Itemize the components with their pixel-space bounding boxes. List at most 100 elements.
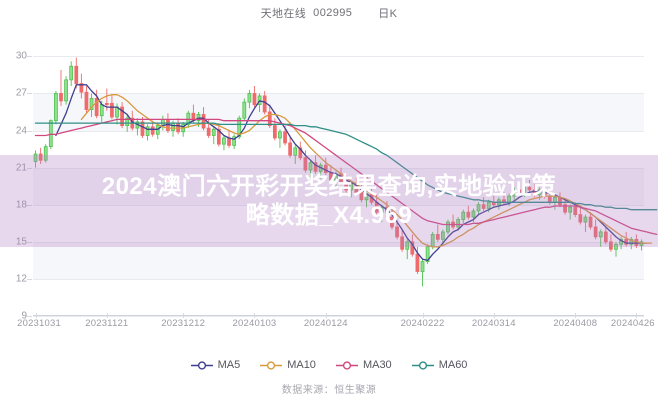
candle-body xyxy=(435,233,440,240)
candle-body xyxy=(568,206,573,213)
y-axis-tick-label: 30 xyxy=(15,50,27,62)
candle-body xyxy=(395,226,399,238)
x-axis-tick xyxy=(106,313,108,318)
y-axis-tick xyxy=(27,316,32,317)
legend-marker-icon xyxy=(190,360,213,371)
y-axis-tick xyxy=(27,56,32,58)
x-axis-tick xyxy=(325,313,327,318)
stock-identity: 天地在线 002995 xyxy=(261,5,353,21)
legend-item-ma60[interactable]: MA60 xyxy=(411,359,468,371)
candle-body xyxy=(629,238,634,245)
candle-body xyxy=(303,157,308,171)
legend-item-ma30[interactable]: MA30 xyxy=(335,359,392,371)
y-axis: 30 27 24 21 18 15 12 9 xyxy=(0,44,32,322)
legend-label: MA30 xyxy=(362,359,392,371)
candle-body xyxy=(104,102,109,105)
candle-body xyxy=(481,204,486,209)
candle-body xyxy=(232,136,236,146)
candle-body xyxy=(33,153,38,162)
candle-body xyxy=(150,126,155,135)
candle-body xyxy=(120,106,124,127)
plot-band xyxy=(33,130,644,168)
candle-body xyxy=(359,191,364,201)
x-axis-tick-label: 20240222 xyxy=(400,318,445,329)
x-axis-tick-label: 20231121 xyxy=(85,318,129,329)
candle-body xyxy=(278,131,282,139)
candle-body xyxy=(430,233,435,248)
candle-body xyxy=(603,231,608,243)
grid-line xyxy=(33,93,644,95)
candle-body xyxy=(588,216,593,228)
candle-body xyxy=(517,189,522,193)
grid-line xyxy=(33,130,644,132)
plot-band xyxy=(33,44,644,57)
candle-body xyxy=(471,210,476,218)
x-axis-tick-label: 20240124 xyxy=(303,318,348,329)
candle-body xyxy=(48,120,53,148)
grid-line xyxy=(33,316,644,317)
x-axis-tick xyxy=(183,313,185,318)
candle-body xyxy=(532,189,537,196)
y-axis-tick xyxy=(27,278,32,280)
legend-item-ma5[interactable]: MA5 xyxy=(190,359,241,371)
candle-body xyxy=(64,79,68,102)
plot-area xyxy=(33,44,658,317)
plot-band xyxy=(33,204,644,242)
ma-line-ma10 xyxy=(80,94,653,248)
candle-body xyxy=(583,216,588,223)
legend-label: MA60 xyxy=(438,359,468,371)
candle-body xyxy=(466,211,471,218)
candle-body xyxy=(456,219,461,228)
candle-body xyxy=(293,147,298,156)
candle-body xyxy=(384,206,389,218)
candle-body xyxy=(573,206,578,216)
candle-body xyxy=(222,137,226,145)
candle-body xyxy=(313,162,318,172)
candle-body xyxy=(237,117,242,138)
candle-body xyxy=(84,91,89,110)
candle-body xyxy=(563,204,567,213)
candle-body xyxy=(441,231,445,240)
ma-line-ma30 xyxy=(34,118,658,236)
candle-body xyxy=(288,142,293,156)
stock-code: 002995 xyxy=(313,7,353,19)
grid-line xyxy=(33,56,644,58)
legend-item-ma10[interactable]: MA10 xyxy=(260,359,316,371)
x-axis-tick xyxy=(575,313,577,318)
x-axis-tick xyxy=(636,313,638,318)
data-source-note: 数据来源：恒生聚源 xyxy=(281,385,377,396)
candle-body xyxy=(252,93,257,105)
candle-body xyxy=(216,128,221,145)
candle-body xyxy=(211,128,216,136)
legend-label: MA5 xyxy=(217,359,241,371)
candle-body xyxy=(227,137,231,146)
candle-body xyxy=(609,241,613,250)
legend-marker-icon xyxy=(260,360,283,371)
period-label: 日K xyxy=(378,8,398,20)
x-axis-tick-label: 20240426 xyxy=(610,318,655,329)
candle-body xyxy=(593,226,598,238)
candle-body xyxy=(522,187,527,193)
chart-header: 天地在线 002995 日K xyxy=(0,2,658,24)
candle-body xyxy=(512,189,517,197)
x-axis-tick-label: 20240314 xyxy=(471,318,516,329)
plot-band xyxy=(33,278,644,316)
candle-body xyxy=(59,93,63,102)
candle-body xyxy=(328,172,333,181)
candle-body xyxy=(145,126,150,136)
x-axis-tick-label: 20231212 xyxy=(161,318,206,329)
candle-body xyxy=(272,125,277,139)
candle-body xyxy=(400,236,405,250)
candle-body xyxy=(507,195,511,203)
grid-line xyxy=(33,204,644,206)
y-axis-tick xyxy=(27,204,32,206)
candle-body xyxy=(527,187,532,191)
candle-body xyxy=(420,261,425,272)
y-axis-tick xyxy=(27,241,32,243)
x-axis-tick xyxy=(35,313,37,318)
candle-body xyxy=(598,231,603,238)
legend-marker-icon xyxy=(411,360,434,371)
candle-body xyxy=(578,214,583,223)
y-axis-tick-label: 21 xyxy=(15,162,27,174)
y-axis-tick xyxy=(27,167,32,169)
